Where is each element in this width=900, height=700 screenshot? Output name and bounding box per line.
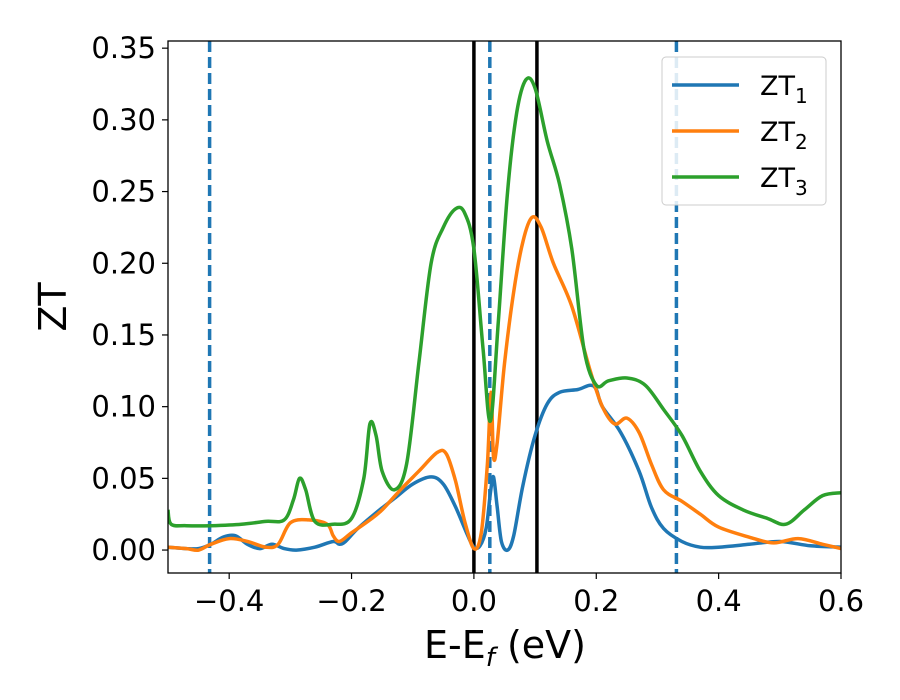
x-tick-label: 0.6 xyxy=(818,584,864,618)
y-tick-label: 0.05 xyxy=(91,461,156,495)
series-line-1 xyxy=(168,383,841,553)
y-tick-label: 0.00 xyxy=(91,533,156,567)
y-tick-label: 0.15 xyxy=(91,318,156,352)
legend-box xyxy=(661,56,827,206)
x-tick-label: −0.4 xyxy=(194,584,264,618)
x-tick-label: 0.4 xyxy=(696,584,742,618)
x-axis-label-unit: (eV) xyxy=(495,623,586,667)
x-axis-ticks: −0.4 −0.2 0.0 0.2 0.4 0.6 xyxy=(194,573,864,618)
y-tick-label: 0.35 xyxy=(91,31,156,65)
y-tick-label: 0.30 xyxy=(91,103,156,137)
series-layer xyxy=(168,76,841,553)
x-axis-label: E-Ef (eV) xyxy=(424,623,586,673)
y-axis-ticks: 0.00 0.05 0.10 0.15 0.20 0.25 0.30 0.35 xyxy=(91,31,168,567)
legend: ZT1 ZT2 ZT3 xyxy=(661,56,827,206)
legend-label-3: ZT3 xyxy=(760,163,808,200)
y-tick-label: 0.20 xyxy=(91,246,156,280)
plot-frame xyxy=(167,40,842,574)
series-line-3 xyxy=(168,76,841,528)
x-tick-label: 0.2 xyxy=(573,584,619,618)
y-axis-label: ZT xyxy=(31,282,75,332)
y-tick-label: 0.25 xyxy=(91,175,156,209)
x-tick-label: −0.2 xyxy=(316,584,386,618)
legend-label-1: ZT1 xyxy=(760,71,808,108)
legend-label-2: ZT2 xyxy=(760,117,808,154)
y-tick-label: 0.10 xyxy=(91,390,156,424)
reference-vlines xyxy=(207,41,679,573)
series-line-2 xyxy=(168,215,841,553)
x-tick-label: 0.0 xyxy=(451,584,497,618)
x-axis-label-main: E-E xyxy=(424,623,486,667)
